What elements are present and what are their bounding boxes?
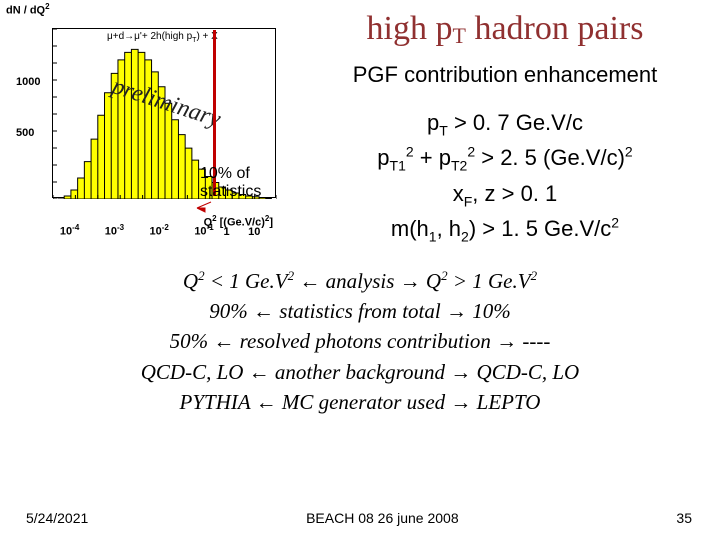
cond-line4: m(h1, h2) > 1. 5 Ge.V/c2 bbox=[310, 212, 700, 247]
slide-subtitle: PGF contribution enhancement bbox=[310, 62, 700, 88]
cond-line3: xF, z > 0. 1 bbox=[310, 177, 700, 212]
slide-title: high pT hadron pairs bbox=[310, 10, 700, 48]
chart-annotation: 10% of statistics bbox=[200, 165, 261, 200]
analysis-comparison: Q2 < 1 Ge.V2 ← analysis → Q2 > 1 Ge.V290… bbox=[0, 266, 720, 418]
footer-date: 5/24/2021 bbox=[26, 510, 88, 526]
chart-caption: μ+d→μ'+ 2h(high pT) + X bbox=[107, 31, 218, 44]
footer-center: BEACH 08 26 june 2008 bbox=[306, 510, 459, 526]
annotation-line1: 10% of bbox=[200, 165, 261, 183]
slide-footer: 5/24/2021 BEACH 08 26 june 2008 35 bbox=[0, 510, 720, 526]
cond-line2: pT12 + pT22 > 2. 5 (Ge.V/c)2 bbox=[310, 141, 700, 176]
kinematic-conditions: pT > 0. 7 Ge.V/c pT12 + pT22 > 2. 5 (Ge.… bbox=[310, 106, 700, 248]
annotation-line2: statistics bbox=[200, 183, 261, 201]
q2-histogram: dN / dQ2 μ+d→μ'+ 2h(high pT) + X Q2 [(Ge… bbox=[10, 10, 290, 240]
cond-line1: pT > 0. 7 Ge.V/c bbox=[310, 106, 700, 141]
footer-page: 35 bbox=[676, 510, 692, 526]
annotation-arrow-icon bbox=[193, 200, 213, 214]
y-axis-label: dN / dQ2 bbox=[6, 2, 50, 17]
